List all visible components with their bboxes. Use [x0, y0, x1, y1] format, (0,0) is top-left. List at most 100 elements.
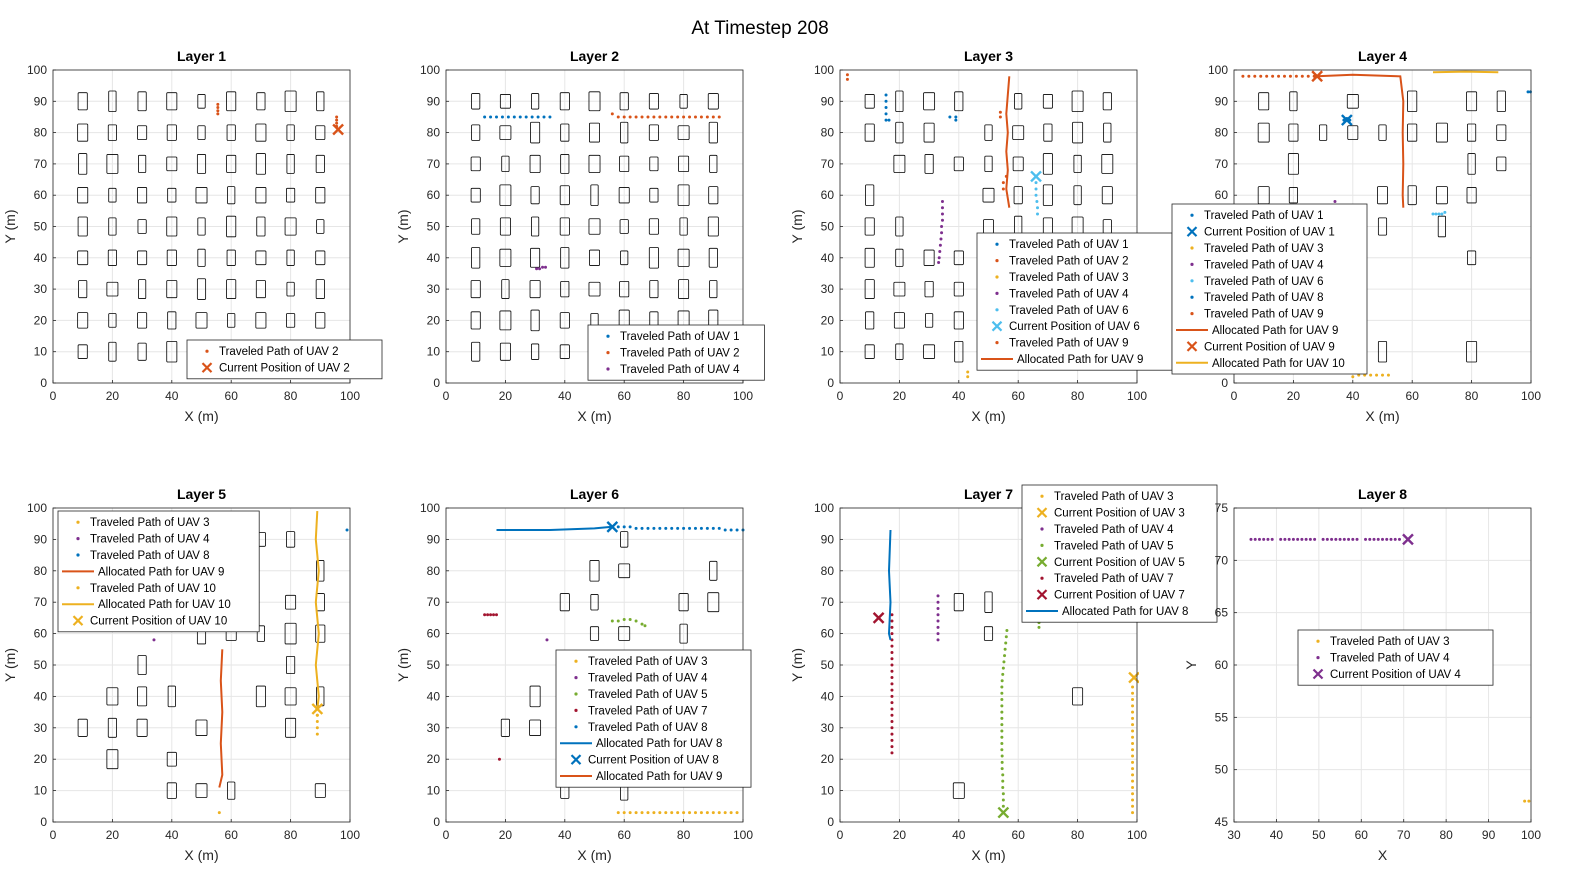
traveled-path-of-uav-3-point [676, 811, 680, 815]
traveled-path-of-uav-7-point [890, 682, 894, 686]
obstacle-box [895, 216, 904, 237]
obstacle-box [77, 92, 88, 111]
y-tick-label: 90 [1215, 94, 1229, 108]
obstacle-box [315, 624, 326, 643]
obstacle-box [707, 93, 719, 110]
obstacle-box [196, 278, 207, 300]
legend-entry-label: Traveled Path of UAV 1 [620, 331, 740, 343]
obstacle-box [316, 91, 325, 112]
obstacle-box [1466, 91, 1478, 112]
x-tick-label: 60 [225, 828, 239, 842]
obstacle-box [107, 124, 117, 141]
traveled-path-of-uav-3-point [1131, 723, 1135, 727]
traveled-path-of-uav-5-point [1000, 742, 1004, 745]
panel-title: Layer 4 [1358, 48, 1407, 64]
y-tick-label: 80 [34, 564, 48, 578]
y-tick-label: 70 [1215, 553, 1229, 567]
obstacle-box [107, 249, 117, 266]
traveled-path-of-uav-3-point [1351, 375, 1355, 379]
y-tick-label: 100 [814, 63, 834, 77]
y-tick-label: 50 [821, 658, 835, 672]
traveled-path-of-uav-5-point [1001, 804, 1005, 808]
obstacle-box [108, 313, 117, 328]
panel-title: Layer 5 [177, 486, 226, 502]
obstacle-box [286, 187, 296, 203]
x-tick-label: 100 [733, 389, 753, 403]
obstacle-box [286, 249, 295, 266]
obstacle-box [256, 625, 265, 642]
obstacle-box [560, 154, 570, 174]
y-axis-label: Y (m) [789, 210, 805, 244]
obstacle-box [952, 782, 965, 799]
traveled-path-of-uav-6-point [1036, 212, 1040, 216]
legend-swatch-traveled-path-of-uav-4 [574, 676, 578, 680]
obstacle-box [1435, 122, 1448, 143]
legend-swatch-traveled-path-of-uav-4 [1316, 656, 1320, 660]
traveled-path-of-uav-5-point [1000, 760, 1004, 764]
obstacle-box [953, 281, 964, 297]
current-position-of-uav-1-marker-stroke [1341, 114, 1353, 126]
traveled-path-of-uav-2-point [216, 112, 220, 116]
legend-swatch-stroke [570, 754, 582, 765]
obstacle-box [195, 783, 208, 798]
legend-entry-label: Current Position of UAV 9 [1204, 341, 1335, 353]
legend-entry-label: Traveled Path of UAV 9 [1009, 338, 1129, 350]
x-tick-label: 20 [106, 828, 120, 842]
traveled-path-of-uav-3-point [1131, 710, 1135, 714]
traveled-path-of-uav-4-point [1249, 537, 1253, 541]
traveled-path-of-uav-4-point [936, 625, 940, 629]
x-tick-label: 60 [1012, 389, 1026, 403]
traveled-path-of-uav-8-point [670, 526, 674, 530]
obstacle-box [1496, 156, 1507, 172]
traveled-path-of-uav-1-point [506, 115, 510, 119]
traveled-path-of-uav-4-point [1376, 537, 1380, 541]
obstacle-box [471, 124, 481, 141]
legend-box [1297, 629, 1494, 686]
traveled-path-of-uav-2-point [652, 115, 656, 119]
legend-swatch-stroke [1186, 341, 1198, 352]
traveled-path-of-uav-3-point [652, 811, 656, 815]
traveled-path-of-uav-3-point [315, 720, 319, 724]
obstacle-box [284, 90, 297, 113]
legend: Traveled Path of UAV 3 Traveled Path of U… [555, 649, 752, 788]
x-tick-label: 80 [284, 389, 298, 403]
x-tick-label: 20 [893, 828, 907, 842]
x-axis-label: X (m) [971, 408, 1005, 424]
traveled-path-of-uav-2-point [216, 106, 220, 110]
traveled-path-of-uav-4-point [1334, 537, 1338, 541]
legend-entry-label: Traveled Path of UAV 9 [1204, 309, 1324, 321]
obstacle-box [166, 216, 178, 237]
x-tick-label: 60 [225, 389, 239, 403]
traveled-path-of-uav-2-point [216, 102, 220, 106]
y-tick-label: 0 [1221, 376, 1228, 390]
obstacle-box [1258, 92, 1270, 111]
y-tick-label: 90 [427, 532, 441, 546]
traveled-path-of-uav-8-point [658, 526, 662, 530]
obstacle-box [137, 312, 148, 329]
obstacle-box [559, 217, 570, 236]
x-tick-label: 100 [1521, 389, 1541, 403]
traveled-path-of-uav-5-point [1003, 654, 1007, 658]
legend-entry-label: Current Position of UAV 8 [588, 755, 719, 767]
traveled-path-of-uav-2-point [664, 115, 668, 119]
traveled-path-of-uav-5-point [1003, 647, 1007, 651]
traveled-path-of-uav-3-point [699, 811, 703, 815]
legend-entry-label: Traveled Path of UAV 5 [588, 689, 708, 701]
y-tick-label: 30 [427, 282, 441, 296]
traveled-path-of-uav-5-point [643, 624, 647, 628]
traveled-path-of-uav-6-point [1034, 187, 1038, 191]
obstacle-box [501, 279, 510, 299]
traveled-path-of-uav-6-point [1035, 199, 1039, 203]
obstacle-box [923, 344, 936, 359]
current-position-of-uav-2-marker [332, 123, 344, 136]
x-tick-label: 0 [50, 828, 57, 842]
allocated-path-for-uav-8-line [887, 529, 892, 641]
legend-swatch-current-position-of-uav-3 [1036, 507, 1048, 518]
obstacle-box [923, 122, 935, 143]
traveled-path-of-uav-10-point [315, 713, 319, 717]
traveled-path-of-uav-4-point [938, 250, 942, 254]
traveled-path-of-uav-2-point [634, 115, 638, 119]
obstacle-box [499, 94, 511, 109]
obstacle-box [286, 313, 296, 328]
legend-entry-label: Traveled Path of UAV 5 [1054, 540, 1174, 552]
